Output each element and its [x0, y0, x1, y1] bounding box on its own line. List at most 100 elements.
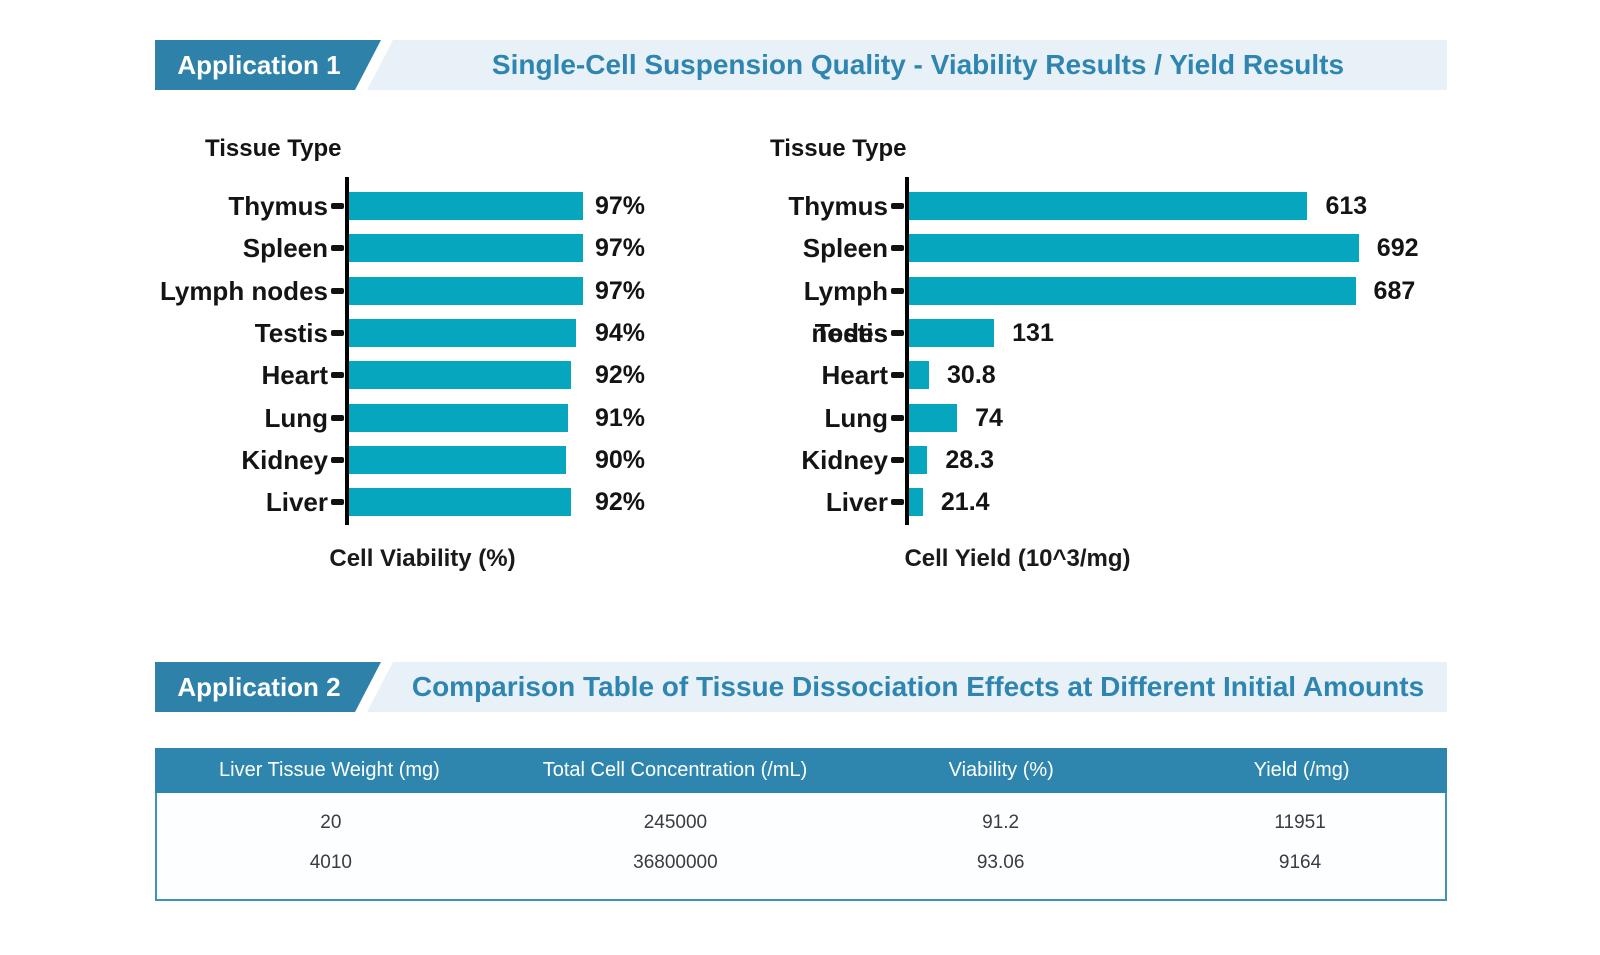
- category-label: Liver: [825, 487, 888, 518]
- chart-y-axis-title: Tissue Type: [205, 135, 342, 162]
- bar-row: Lung 91%: [155, 397, 715, 439]
- value-label: 97%: [595, 192, 646, 220]
- bar: [909, 403, 958, 432]
- bar: [909, 276, 1356, 305]
- category-label: Lymph nodes: [159, 275, 328, 306]
- bar-row: Heart 92%: [155, 354, 715, 396]
- application-1-banner: Application 1 Single-Cell Suspension Qua…: [155, 40, 1447, 90]
- table-cell: 9164: [1278, 852, 1322, 873]
- bar-row: Testis 131: [720, 312, 1450, 354]
- bar-row: Lymph nodes 97%: [155, 270, 715, 312]
- banner-background: [367, 40, 1447, 90]
- table-cell: 11951: [1274, 812, 1326, 833]
- axis-tick: [331, 414, 344, 421]
- table-row: 4010 36800000 93.06 9164: [157, 843, 1445, 883]
- chart-y-axis-title: Tissue Type: [770, 135, 907, 162]
- table-body: 20 245000 91.2 11951 4010 36800000 93.06 9164: [155, 793, 1447, 901]
- category-label: Heart: [821, 360, 888, 391]
- bar: [349, 276, 583, 305]
- value-label: 91%: [595, 403, 646, 432]
- bar: [909, 234, 1359, 263]
- axis-tick: [331, 287, 344, 294]
- axis-tick: [331, 456, 344, 463]
- bar: [909, 445, 928, 474]
- application-1-tag: Application 1: [155, 40, 381, 90]
- table-header-cell: Viability (%): [948, 759, 1054, 781]
- bar: [349, 234, 583, 263]
- chart-x-axis-label: Cell Viability (%): [329, 545, 516, 572]
- table-header-cell: Liver Tissue Weight (mg): [219, 759, 440, 781]
- axis-tick: [891, 372, 904, 379]
- category-label: Testis: [814, 317, 888, 348]
- bar-row: Liver 92%: [155, 481, 715, 523]
- category-label: Lung: [824, 402, 888, 433]
- bar: [349, 403, 569, 432]
- axis-tick: [331, 203, 344, 209]
- bar: [349, 192, 583, 220]
- application-2-banner: Application 2 Comparison Table of Tissue…: [155, 662, 1447, 712]
- bar-row: Testis 94%: [155, 312, 715, 354]
- value-label: 94%: [595, 318, 646, 347]
- axis-tick: [331, 329, 344, 336]
- value-label: 28.3: [945, 445, 995, 474]
- bar-row: Spleen 692: [720, 227, 1450, 269]
- bar: [909, 488, 923, 517]
- axis-tick: [891, 414, 904, 421]
- category-label: Testis: [254, 317, 328, 348]
- value-label: 90%: [595, 445, 646, 474]
- table-cell: 91.2: [982, 812, 1020, 833]
- category-label: Lymph nodes: [803, 275, 888, 348]
- bar-row: Lung 74: [720, 397, 1450, 439]
- y-axis-line: [345, 177, 349, 525]
- category-label: Liver: [265, 487, 328, 518]
- bar-row: Kidney 90%: [155, 439, 715, 481]
- value-label: 692: [1376, 234, 1419, 263]
- bar-row: Spleen 97%: [155, 227, 715, 269]
- table-cell: 20: [320, 812, 342, 833]
- value-label: 92%: [595, 361, 646, 390]
- chart-x-axis-label: Cell Yield (10^3/mg): [904, 545, 1131, 572]
- y-axis-line: [905, 177, 909, 525]
- value-label: 131: [1012, 318, 1054, 347]
- table-cell: 245000: [643, 812, 708, 833]
- table-header-row: Liver Tissue Weight (mg) Total Cell Conce…: [155, 748, 1447, 793]
- value-label: 613: [1325, 192, 1368, 220]
- value-label: 74: [975, 403, 1003, 432]
- axis-tick: [891, 203, 904, 209]
- axis-tick: [891, 329, 904, 336]
- viability-bar-chart: Tissue Type Thymus 97% Spleen 97% Lymph node…: [155, 125, 715, 590]
- category-label: Lung: [264, 402, 328, 433]
- bar: [909, 192, 1308, 220]
- value-label: 97%: [595, 234, 646, 263]
- table-row: 20 245000 91.2 11951: [157, 803, 1445, 843]
- category-label: Kidney: [801, 444, 888, 475]
- table-cell: 4010: [309, 852, 353, 873]
- axis-tick: [891, 499, 904, 506]
- comparison-table: Liver Tissue Weight (mg) Total Cell Conce…: [155, 748, 1447, 901]
- value-label: 92%: [595, 488, 646, 517]
- table-cell: 93.06: [976, 852, 1025, 873]
- category-label: Thymus: [228, 191, 328, 221]
- category-label: Spleen: [242, 233, 328, 264]
- yield-bar-chart: Tissue Type Thymus 613 Spleen 692 Lymph node…: [720, 125, 1450, 590]
- bar-row: Lymph nodes 687: [720, 270, 1450, 348]
- axis-tick: [891, 245, 904, 252]
- application-2-tag: Application 2: [155, 662, 381, 712]
- bar-row: Liver 21.4: [720, 481, 1450, 523]
- table-cell: 36800000: [633, 852, 718, 873]
- banner-background: [367, 662, 1447, 712]
- application-2-title: Comparison Table of Tissue Dissociation …: [411, 671, 1425, 702]
- bar-row: Kidney 28.3: [720, 439, 1450, 481]
- value-label: 21.4: [940, 488, 990, 517]
- bar-row: Heart 30.8: [720, 354, 1450, 396]
- value-label: 97%: [595, 276, 646, 305]
- bar: [909, 361, 930, 390]
- bar: [349, 445, 566, 474]
- category-label: Heart: [261, 360, 328, 391]
- category-label: Spleen: [802, 233, 888, 264]
- axis-tick: [891, 287, 904, 294]
- bar: [349, 318, 576, 347]
- table-header-cell: Yield (/mg): [1253, 759, 1350, 781]
- application-1-title: Single-Cell Suspension Quality - Viabili…: [491, 49, 1345, 80]
